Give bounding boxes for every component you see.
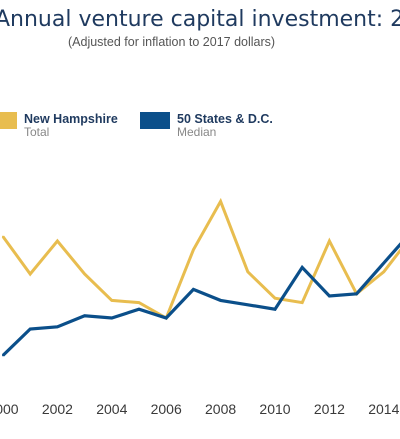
data-point-50-states-d-c — [138, 308, 140, 311]
data-point-50-states-d-c — [328, 295, 331, 297]
data-point-50-states-d-c — [382, 262, 385, 264]
legend-sublabel-50-states: Median — [177, 125, 216, 139]
data-point-50-states-d-c — [2, 354, 4, 357]
data-point-50-states-d-c — [56, 325, 59, 328]
data-point-new-hampshire — [56, 240, 59, 242]
data-point-new-hampshire — [274, 297, 276, 300]
data-point-new-hampshire — [2, 235, 4, 238]
x-tick-label: 2012 — [314, 401, 345, 417]
series-line-50-states-d-c — [1, 242, 400, 357]
data-point-new-hampshire — [29, 273, 32, 275]
x-axis: 2000 2002 2004 2006 2008 2010 2012 2014 — [0, 401, 400, 417]
x-tick-label: 2006 — [151, 401, 182, 417]
data-point-new-hampshire — [328, 240, 331, 242]
legend: New Hampshire Total 50 States & D.C. Med… — [0, 112, 273, 139]
legend-swatch-50-states — [140, 112, 170, 129]
data-point-new-hampshire — [219, 200, 222, 203]
data-point-50-states-d-c — [301, 266, 304, 269]
plot-area — [1, 197, 400, 357]
data-point-50-states-d-c — [355, 292, 358, 295]
data-point-new-hampshire — [110, 299, 113, 302]
data-point-50-states-d-c — [274, 308, 276, 311]
legend-label-50-states: 50 States & D.C. — [177, 112, 273, 126]
x-tick-label: 2014 — [368, 401, 399, 417]
data-point-50-states-d-c — [165, 317, 168, 319]
chart-title: Annual venture capital investment: 2000 … — [0, 7, 400, 32]
legend-sublabel-new-hampshire: Total — [24, 125, 49, 139]
x-tick-label: 2004 — [96, 401, 127, 417]
x-tick-label: 2002 — [42, 401, 73, 417]
data-point-new-hampshire — [301, 301, 304, 304]
data-point-50-states-d-c — [219, 299, 222, 302]
x-tick-label: 2000 — [0, 401, 19, 417]
data-point-50-states-d-c — [29, 328, 32, 330]
data-point-50-states-d-c — [83, 314, 86, 317]
data-point-new-hampshire — [192, 248, 195, 251]
series-line-new-hampshire — [1, 197, 400, 321]
data-point-new-hampshire — [138, 301, 140, 304]
legend-label-new-hampshire: New Hampshire — [24, 112, 118, 126]
data-point-50-states-d-c — [192, 288, 195, 291]
x-tick-label: 2008 — [205, 401, 236, 417]
chart-subtitle: (Adjusted for inflation to 2017 dollars) — [68, 35, 275, 49]
data-point-new-hampshire — [382, 270, 385, 273]
data-point-new-hampshire — [246, 270, 249, 273]
data-point-50-states-d-c — [246, 303, 249, 306]
legend-swatch-new-hampshire — [0, 112, 17, 129]
x-tick-label: 2010 — [259, 401, 290, 417]
data-point-50-states-d-c — [110, 317, 113, 319]
data-point-new-hampshire — [83, 273, 86, 275]
